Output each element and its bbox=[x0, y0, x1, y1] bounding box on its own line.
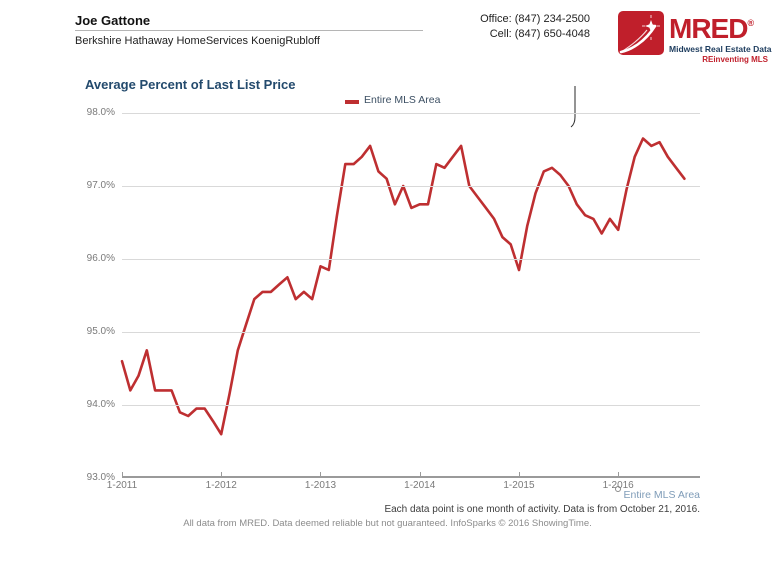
registered-mark: ® bbox=[747, 18, 755, 28]
y-tick-label-95.0%: 95.0% bbox=[86, 326, 115, 337]
y-tick-label-98.0%: 98.0% bbox=[86, 107, 115, 118]
x-tick-1-2011 bbox=[122, 472, 123, 476]
x-tick-label-1-2015: 1-2015 bbox=[503, 480, 535, 491]
x-tick-1-2012 bbox=[221, 472, 223, 476]
x-tick-1-2014 bbox=[419, 472, 421, 476]
y-tick-label-93.0%: 93.0% bbox=[86, 472, 115, 483]
header-divider bbox=[75, 30, 423, 31]
plot-area bbox=[120, 113, 700, 478]
x-tick-1-2013 bbox=[320, 472, 322, 476]
small-circle-artifact bbox=[615, 486, 621, 492]
mred-logo-text: MRED® Midwest Real Estate Data REinventi… bbox=[669, 9, 772, 65]
x-tick-label-1-2016: 1-2016 bbox=[602, 480, 634, 491]
brokerage-name: Berkshire Hathaway HomeServices KoenigRu… bbox=[75, 35, 320, 47]
gridline-97.0% bbox=[122, 186, 700, 187]
gridline-95.0% bbox=[122, 332, 700, 333]
legend-label: Entire MLS Area bbox=[364, 94, 441, 106]
mred-wordmark: MRED® bbox=[669, 13, 755, 44]
footer-data-note: Each data point is one month of activity… bbox=[384, 504, 700, 515]
office-phone: Office: (847) 234-2500 bbox=[480, 13, 590, 25]
gridline-96.0% bbox=[122, 259, 700, 260]
series-line-entire-mls bbox=[120, 137, 686, 436]
series-svg bbox=[120, 137, 686, 436]
logo-tagline-1: Midwest Real Estate Data bbox=[669, 44, 772, 54]
x-tick-label-1-2011: 1-2011 bbox=[106, 480, 138, 491]
chart-title: Average Percent of Last List Price bbox=[85, 77, 296, 92]
footer-area-label: Entire MLS Area bbox=[623, 489, 700, 501]
stray-mark-artifact bbox=[570, 86, 576, 128]
x-tick-1-2015 bbox=[518, 472, 520, 476]
contact-phones: Office: (847) 234-2500 Cell: (847) 650-4… bbox=[480, 12, 590, 42]
footer-disclaimer: All data from MRED. Data deemed reliable… bbox=[183, 518, 592, 529]
legend-line-swatch bbox=[345, 100, 359, 104]
cell-phone: Cell: (847) 650-4048 bbox=[489, 28, 590, 40]
gridline-98.0% bbox=[122, 113, 700, 114]
y-tick-label-96.0%: 96.0% bbox=[86, 253, 115, 264]
y-tick-label-94.0%: 94.0% bbox=[86, 399, 115, 410]
logo-tagline-2: REinventing MLS bbox=[702, 55, 768, 64]
x-tick-label-1-2012: 1-2012 bbox=[205, 480, 237, 491]
y-tick-label-97.0%: 97.0% bbox=[86, 180, 115, 191]
x-tick-label-1-2013: 1-2013 bbox=[304, 480, 337, 491]
agent-name: Joe Gattone bbox=[75, 13, 151, 28]
x-tick-label-1-2014: 1-2014 bbox=[404, 480, 436, 491]
mred-logo: MRED® Midwest Real Estate Data REinventi… bbox=[618, 9, 772, 64]
gridline-94.0% bbox=[122, 405, 700, 406]
x-axis-line bbox=[122, 476, 700, 478]
comet-star-icon bbox=[618, 11, 664, 55]
x-tick-1-2016 bbox=[618, 472, 620, 476]
